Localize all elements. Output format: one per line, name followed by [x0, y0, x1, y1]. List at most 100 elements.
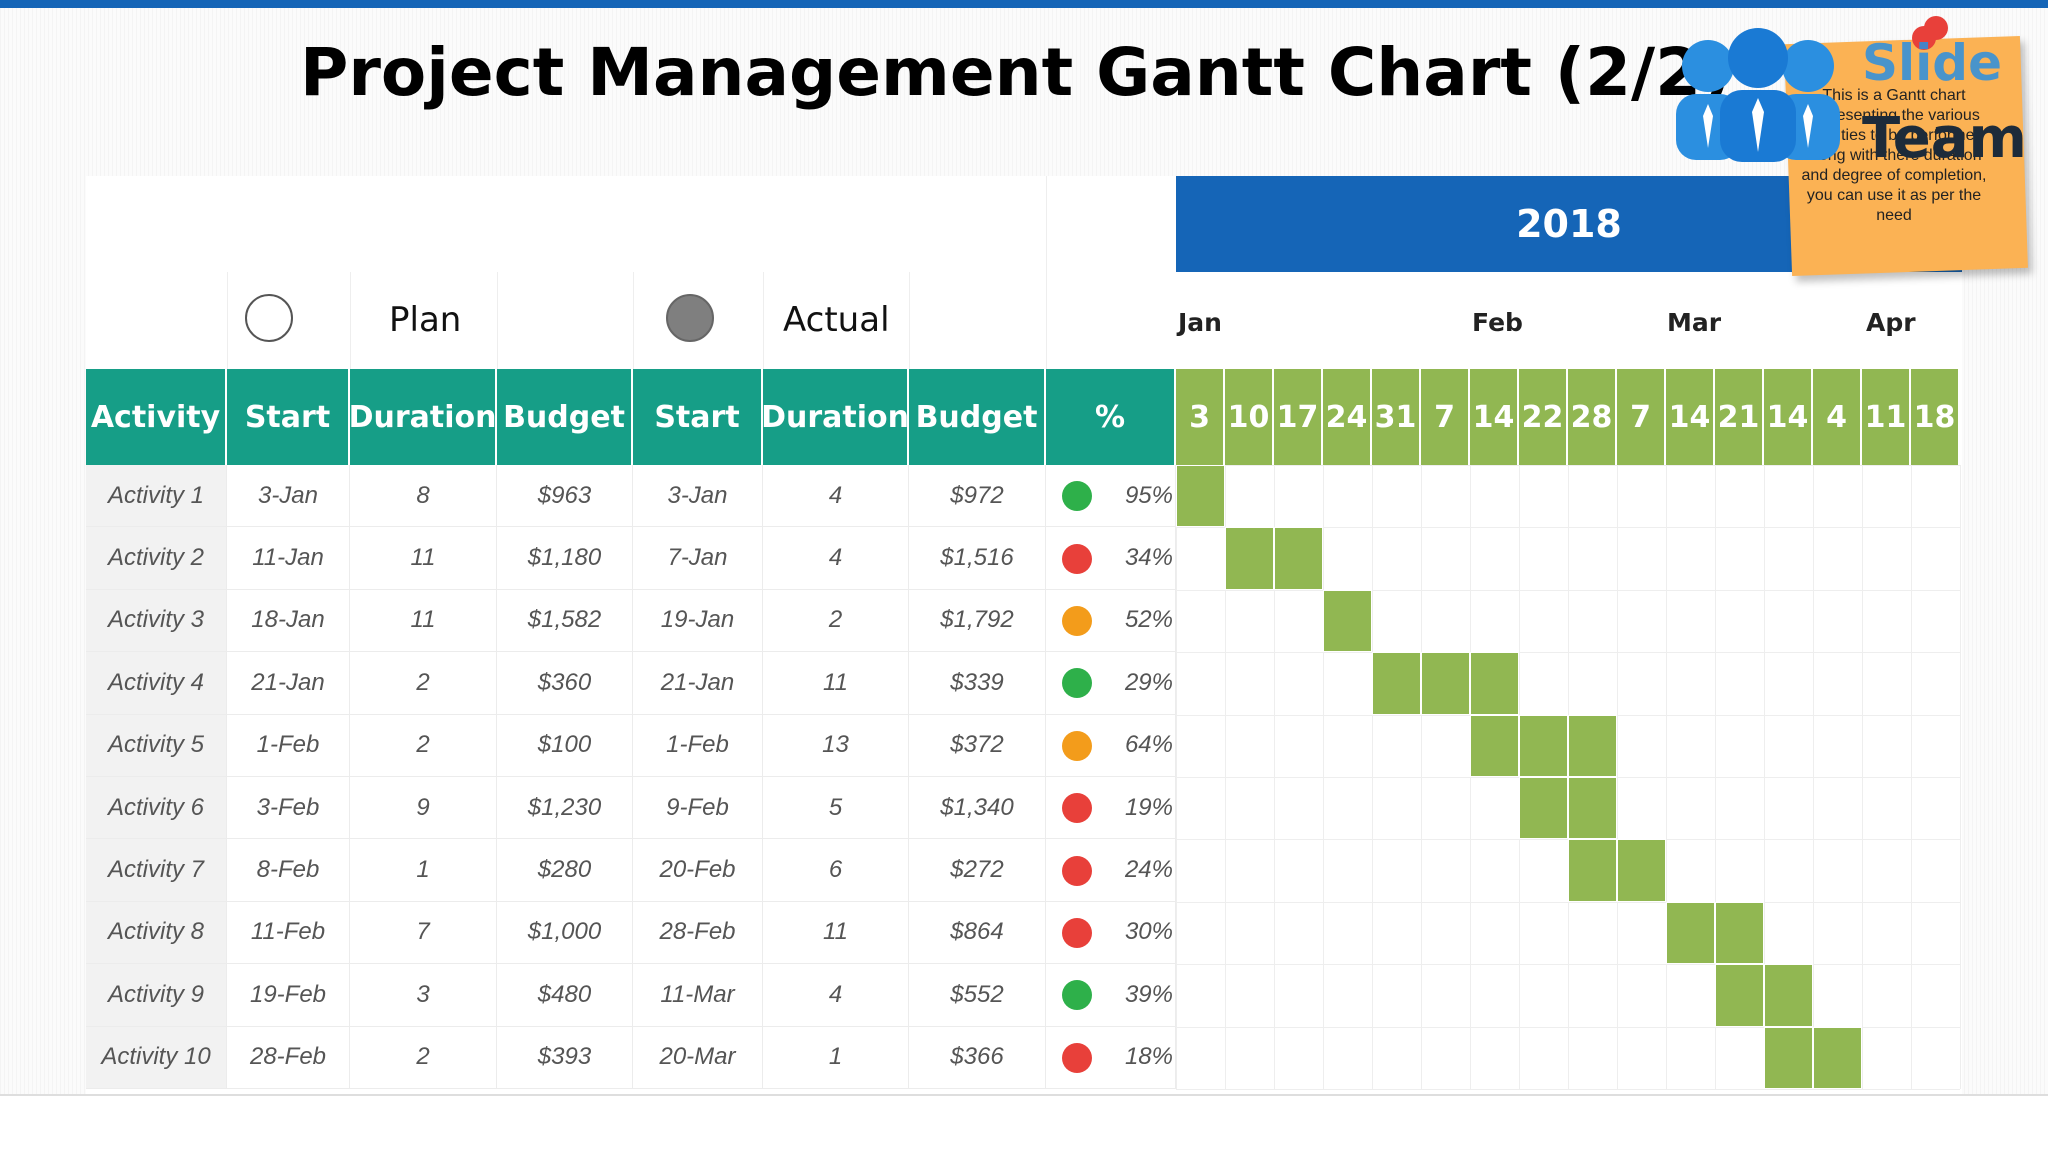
gantt-bar-segment: [1568, 714, 1617, 777]
status-dot-red: [1062, 918, 1092, 948]
status-dot-green: [1062, 481, 1092, 512]
cell-actual-start: 28-Feb: [633, 901, 763, 965]
cell-plan-duration: 7: [350, 901, 497, 965]
cell-plan-duration: 3: [350, 964, 497, 1027]
gantt-bar-segment: [1372, 652, 1421, 715]
cell-activity: Activity 6: [86, 777, 227, 840]
status-dot-orange: [1062, 730, 1092, 761]
cell-plan-budget: $1,180: [497, 527, 633, 590]
top-accent-bar: [0, 0, 2048, 8]
gantt-horizontal-gridline: [1176, 1089, 1960, 1090]
cell-activity: Activity 5: [86, 714, 227, 777]
cell-actual-duration: 4: [763, 527, 909, 590]
cell-actual-budget: $272: [909, 839, 1046, 902]
week-header-8: 28: [1568, 369, 1617, 465]
cell-percent: 95%: [1046, 465, 1176, 528]
gantt-bar-segment: [1617, 839, 1666, 902]
cell-plan-start: 3-Jan: [227, 465, 350, 528]
gantt-bar-segment: [1519, 777, 1568, 840]
cell-plan-duration: 2: [350, 714, 497, 777]
cell-percent: 29%: [1046, 652, 1176, 715]
cell-activity: Activity 1: [86, 465, 227, 528]
legend-row-divider: [1046, 272, 1047, 369]
week-header-2: 17: [1274, 369, 1323, 465]
week-header-7: 22: [1519, 369, 1568, 465]
column-header-4: Start: [633, 369, 763, 465]
week-header-6: 14: [1470, 369, 1519, 465]
cell-plan-budget: $480: [497, 964, 633, 1027]
column-header-1: Start: [227, 369, 350, 465]
sticky-note-text: This is a Gantt chart representing the v…: [1801, 87, 1987, 224]
gantt-horizontal-gridline: [1176, 1026, 1960, 1028]
week-header-0: 3: [1176, 369, 1225, 465]
legend-row-divider: [633, 272, 634, 369]
cell-plan-start: 11-Jan: [227, 527, 350, 590]
cell-plan-duration: 2: [350, 652, 497, 715]
week-header-9: 7: [1617, 369, 1666, 465]
cell-plan-budget: $1,230: [497, 777, 633, 840]
month-label-feb: Feb: [1472, 308, 1523, 337]
cell-plan-budget: $100: [497, 714, 633, 777]
gantt-horizontal-gridline: [1176, 527, 1960, 529]
gantt-horizontal-gridline: [1176, 589, 1960, 591]
cell-actual-start: 19-Jan: [633, 589, 763, 653]
gantt-vertical-gridline: [1960, 465, 1961, 1089]
cell-actual-start: 20-Mar: [633, 1026, 763, 1089]
cell-plan-budget: $963: [497, 465, 633, 528]
week-header-5: 7: [1421, 369, 1470, 465]
legend-row-divider: [350, 272, 351, 369]
cell-activity: Activity 9: [86, 964, 227, 1027]
actual-legend-label: Actual: [783, 300, 890, 340]
cell-plan-duration: 11: [350, 589, 497, 653]
cell-actual-start: 7-Jan: [633, 527, 763, 590]
gantt-bar-segment: [1323, 589, 1372, 653]
cell-percent: 52%: [1046, 589, 1176, 653]
cell-percent: 19%: [1046, 777, 1176, 840]
week-header-10: 14: [1666, 369, 1715, 465]
page-title: Project Management Gantt Chart (2/2): [300, 34, 1732, 111]
gantt-bar-segment: [1764, 1026, 1813, 1089]
gantt-bar-segment: [1470, 652, 1519, 715]
gantt-bar-segment: [1568, 777, 1617, 840]
top-divider: [1046, 176, 1047, 272]
gantt-table: [86, 176, 1962, 1094]
logo-word-slide: Slide: [1862, 34, 2002, 92]
cell-plan-budget: $280: [497, 839, 633, 902]
cell-actual-budget: $366: [909, 1026, 1046, 1089]
cell-actual-duration: 4: [763, 465, 909, 528]
gantt-horizontal-gridline: [1176, 901, 1960, 903]
cell-percent: 34%: [1046, 527, 1176, 590]
cell-actual-duration: 2: [763, 589, 909, 653]
status-dot-green: [1062, 980, 1092, 1011]
cell-plan-start: 3-Feb: [227, 777, 350, 840]
cell-percent: 39%: [1046, 964, 1176, 1027]
legend-row-divider: [227, 272, 228, 369]
cell-actual-budget: $864: [909, 901, 1046, 965]
cell-plan-budget: $1,000: [497, 901, 633, 965]
cell-activity: Activity 3: [86, 589, 227, 653]
cell-activity: Activity 2: [86, 527, 227, 590]
status-dot-orange: [1062, 606, 1092, 636]
cell-plan-budget: $1,582: [497, 589, 633, 653]
column-header-6: Budget: [909, 369, 1046, 465]
cell-actual-start: 20-Feb: [633, 839, 763, 902]
week-header-13: 4: [1813, 369, 1862, 465]
week-header-14: 11: [1862, 369, 1911, 465]
cell-actual-budget: $552: [909, 964, 1046, 1027]
cell-actual-duration: 11: [763, 652, 909, 715]
cell-actual-budget: $972: [909, 465, 1046, 528]
cell-actual-duration: 11: [763, 901, 909, 965]
status-dot-green: [1062, 668, 1092, 699]
cell-plan-start: 18-Jan: [227, 589, 350, 653]
column-header-2: Duration: [349, 369, 497, 465]
cell-plan-duration: 8: [350, 465, 497, 528]
cell-activity: Activity 4: [86, 652, 227, 715]
column-header-3: Budget: [497, 369, 633, 465]
cell-actual-duration: 13: [763, 714, 909, 777]
week-header-15: 18: [1911, 369, 1960, 465]
week-header-11: 21: [1715, 369, 1764, 465]
legend-row-divider: [909, 272, 910, 369]
cell-actual-budget: $372: [909, 714, 1046, 777]
column-header-5: Duration: [761, 369, 909, 465]
week-header-1: 10: [1225, 369, 1274, 465]
